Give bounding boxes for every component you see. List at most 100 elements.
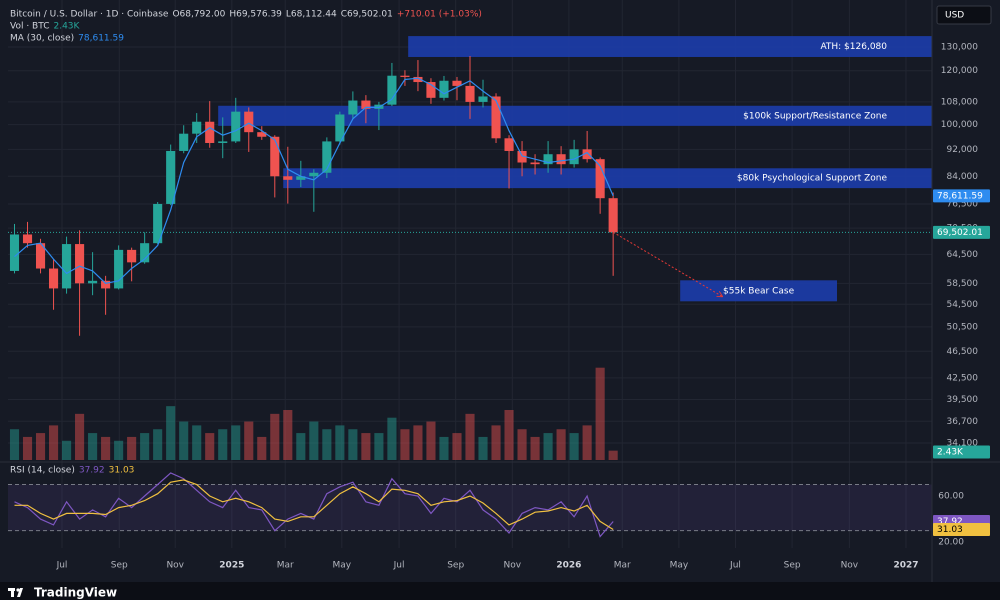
volume-bar [582, 425, 592, 460]
volume-bar [179, 421, 189, 460]
volume-bar [608, 450, 618, 460]
volume-bar [439, 436, 449, 460]
candle-body [556, 154, 566, 165]
volume-tag: 2.43K [937, 448, 964, 458]
ma-line [14, 77, 614, 284]
volume-bar [387, 417, 397, 460]
y-tick-label: 58,500 [947, 279, 979, 289]
price-tag-box [933, 225, 990, 239]
y-tick-label: 34,100 [947, 439, 979, 449]
candle-body [283, 176, 293, 180]
volume-bar [35, 433, 46, 460]
y-tick-label: 50,500 [947, 322, 979, 332]
volume-bar [114, 440, 124, 460]
y-tick-label: 76,500 [947, 199, 979, 209]
price-tag: 69,502.01 [937, 228, 983, 238]
candle-body [296, 176, 306, 180]
x-tick-label: Jul [393, 561, 405, 571]
x-tick-label: Jul [729, 561, 741, 571]
rsi-tick-label: 60.00 [938, 492, 964, 502]
candle-body [257, 132, 267, 137]
volume-bar [322, 429, 332, 460]
candle-body [88, 280, 98, 284]
logo-dot [16, 588, 20, 592]
volume-bar [530, 436, 540, 460]
candle-body [35, 243, 46, 269]
x-tick-label: Nov [166, 561, 184, 571]
candle-body [595, 159, 605, 199]
x-tick-label: 2025 [219, 561, 244, 571]
volume-bar [140, 433, 150, 460]
y-tick-label: 54,500 [947, 300, 979, 310]
candle-body [322, 141, 332, 173]
rsi-tag: 37.92 [937, 517, 963, 527]
candle-body [62, 244, 72, 289]
ohlc-label: C69,502.01 [341, 10, 393, 20]
rsi-legend: RSI (14, close) [10, 466, 75, 476]
candle-body [426, 82, 436, 98]
candle-body [309, 172, 319, 177]
volume-bar [48, 425, 59, 460]
currency-label[interactable]: USD [945, 11, 964, 21]
candle-body [127, 249, 137, 263]
zone-box [408, 36, 932, 57]
ohlc-label: L68,112.44 [286, 10, 337, 20]
volume-bar [22, 436, 33, 460]
x-tick-label: Jul [56, 561, 68, 571]
x-tick-label: Sep [784, 561, 801, 571]
volume-bar [504, 410, 514, 460]
volume-bar [153, 429, 163, 460]
volume-bar [309, 421, 319, 460]
candle-body [543, 154, 553, 165]
zone-label: $55k Bear Case [723, 286, 795, 296]
volume-legend: Vol · BTC [10, 22, 49, 32]
x-tick-label: Nov [504, 561, 522, 571]
volume-bar [166, 406, 176, 460]
volume-bar [478, 436, 488, 460]
ma-value: 78,611.59 [78, 34, 124, 44]
rsi-ma-value: 31.03 [109, 466, 135, 476]
volume-bar [426, 421, 436, 460]
candle-body [400, 75, 410, 77]
x-tick-label: Mar [277, 561, 294, 571]
y-tick-label: 84,000 [947, 172, 979, 182]
candle-body [48, 268, 59, 289]
candle-body [413, 76, 423, 83]
candle-body [22, 234, 33, 244]
volume-bar [491, 425, 501, 460]
volume-bar [296, 433, 306, 460]
volume-value: 2.43K [53, 22, 80, 32]
volume-bar [569, 433, 579, 460]
x-tick-label: 2027 [893, 561, 918, 571]
volume-bar [270, 413, 280, 460]
y-tick-label: 42,500 [947, 373, 979, 383]
rsi-ma-tag-box [933, 522, 990, 536]
rsi-ma-line [14, 479, 614, 531]
rsi-band [8, 484, 932, 531]
candle-body [608, 198, 618, 233]
candle-body [101, 280, 111, 289]
y-tick-label: 130,000 [941, 43, 978, 53]
watermark: TradingView [34, 586, 117, 600]
currency-button[interactable] [936, 5, 992, 25]
zone-label: $100k Support/Resistance Zone [743, 111, 887, 121]
volume-bar [556, 429, 566, 460]
logo-slash [17, 588, 23, 597]
volume-bar [348, 429, 358, 460]
candle-body [452, 80, 462, 86]
ohlc-label: H69,576.39 [229, 10, 282, 20]
candle-body [205, 121, 215, 143]
candle-body [9, 234, 20, 271]
candle-body [218, 141, 228, 143]
volume-bar [231, 425, 241, 460]
volume-bar [192, 425, 202, 460]
volume-bar [127, 436, 137, 460]
x-tick-label: Mar [614, 561, 631, 571]
volume-bar [283, 410, 293, 460]
y-tick-label: 36,700 [947, 417, 979, 427]
candle-body [465, 85, 475, 102]
y-tick-label: 108,000 [941, 97, 978, 107]
candle-body [582, 149, 592, 160]
x-tick-label: Sep [111, 561, 128, 571]
